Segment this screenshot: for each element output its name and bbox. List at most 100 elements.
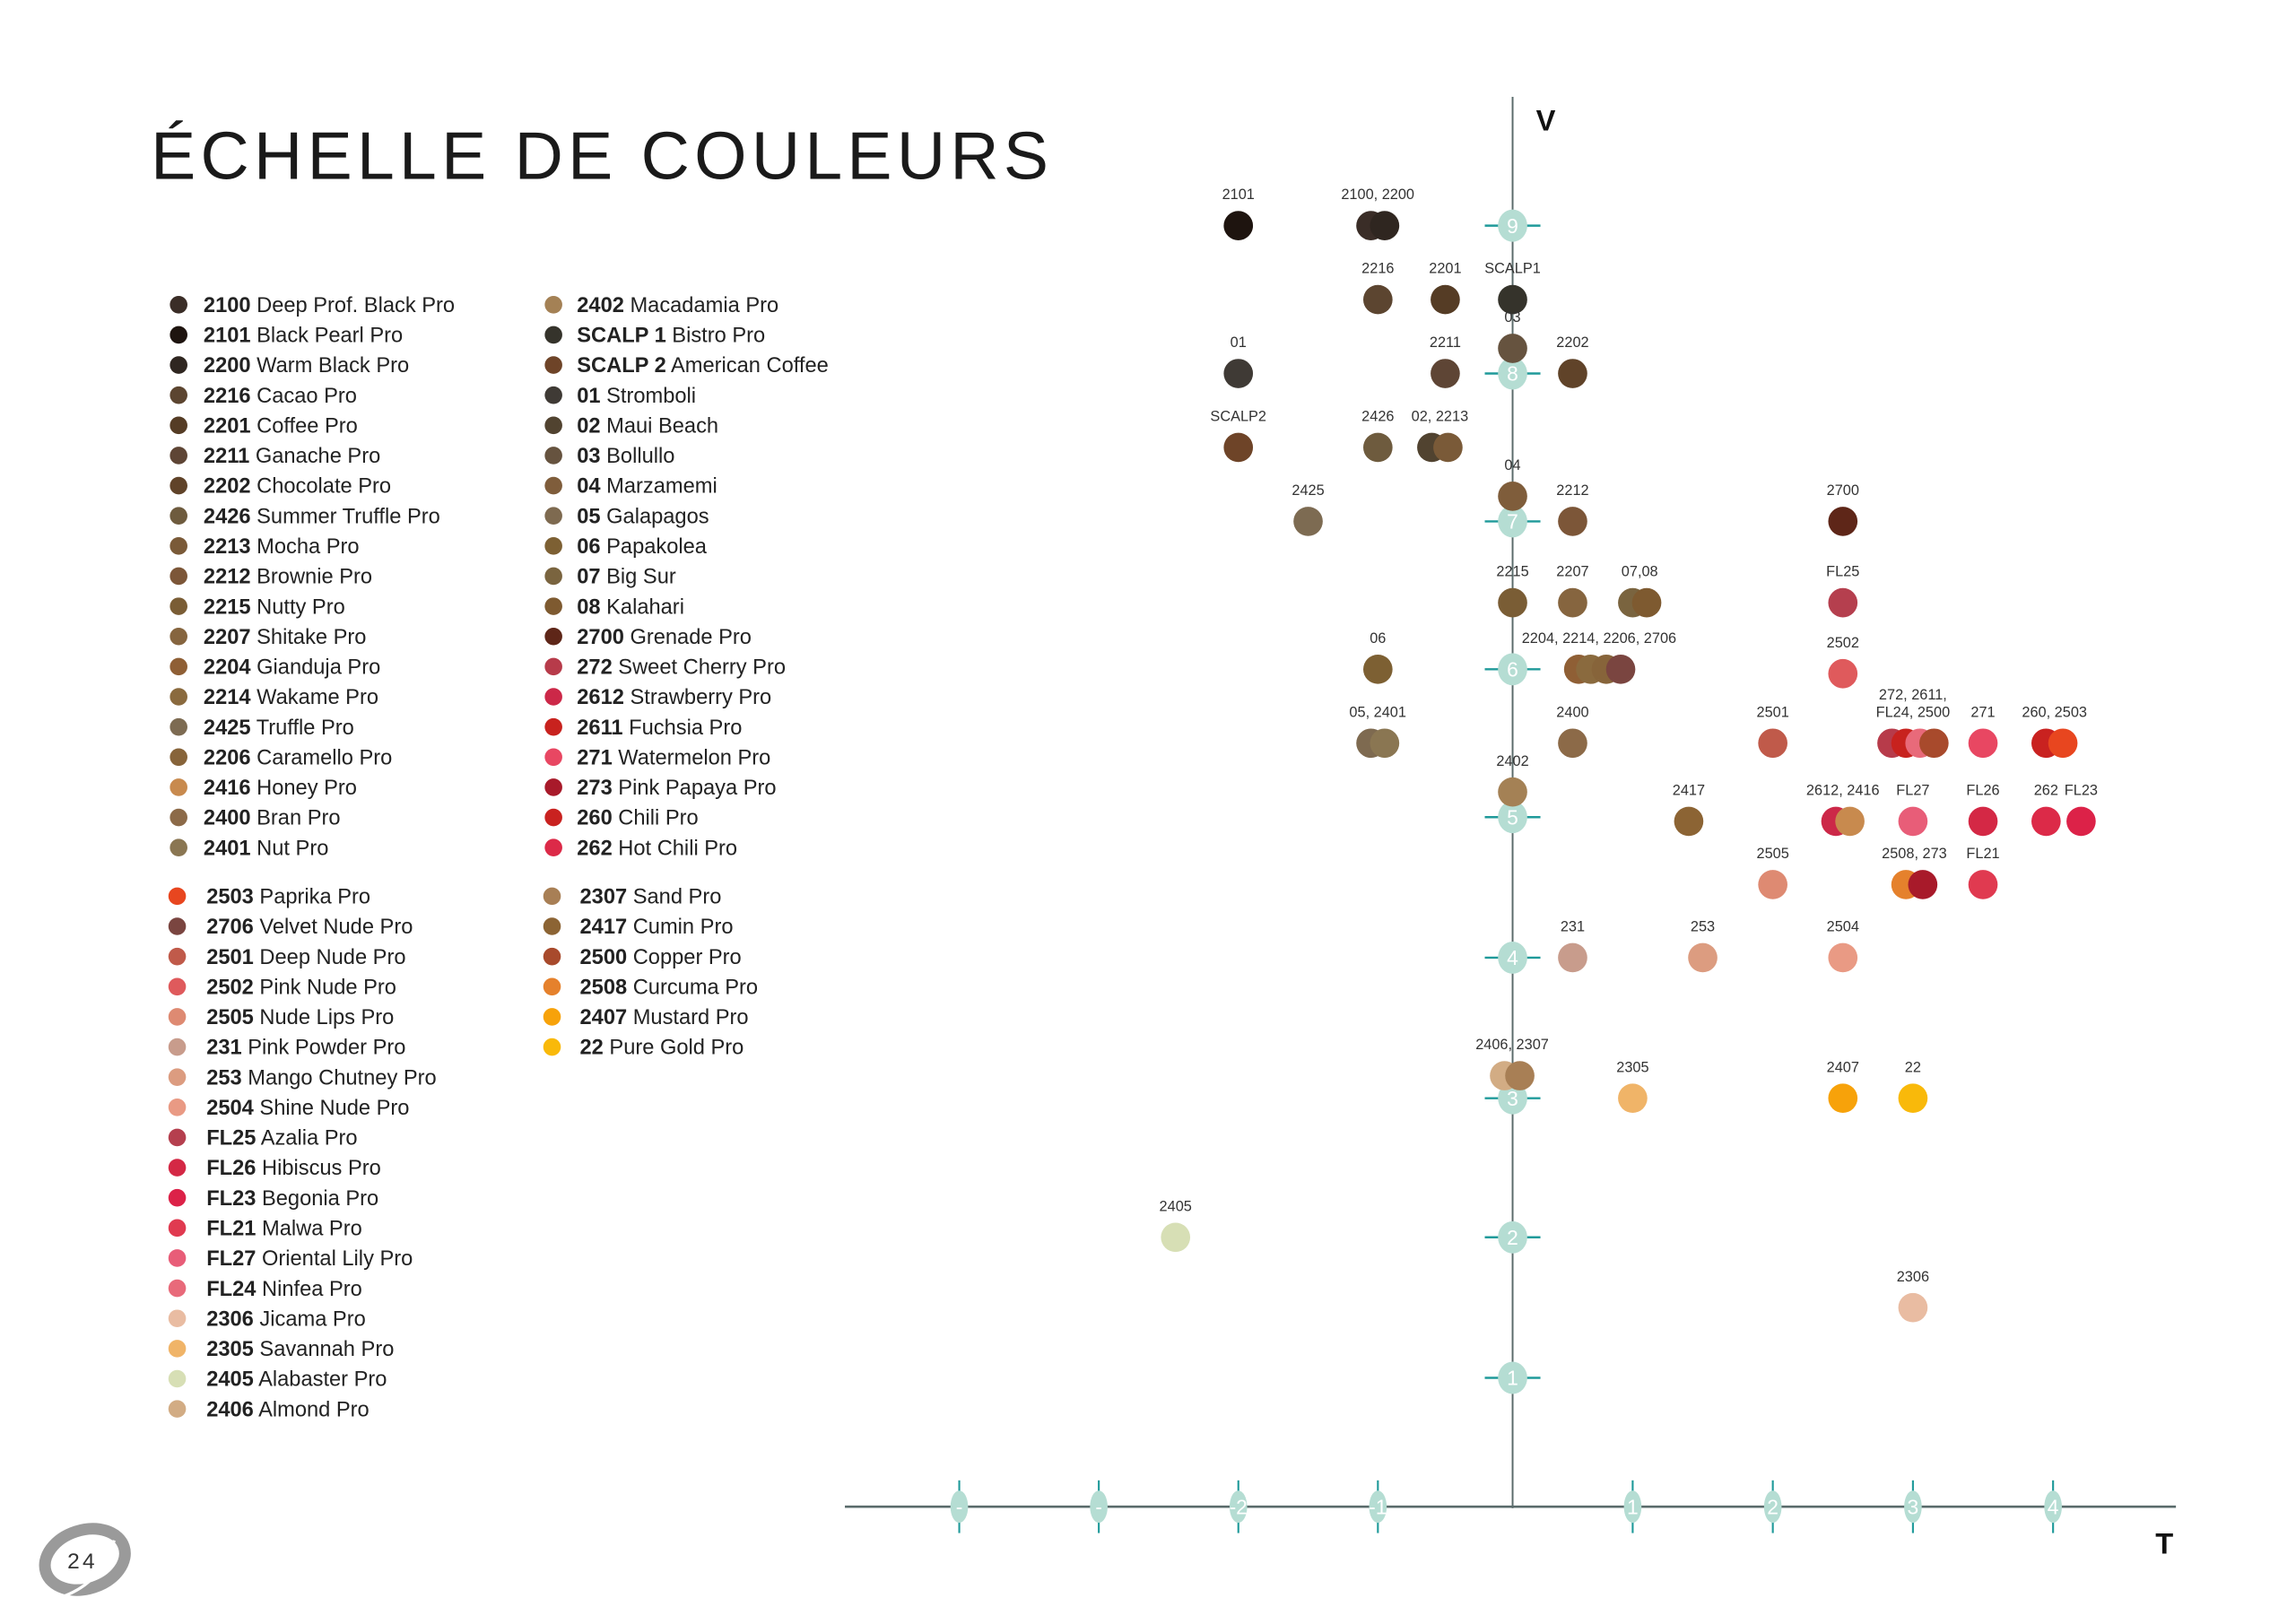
x-tick-badge bbox=[1369, 1490, 1387, 1524]
legend-code: 2501 bbox=[206, 946, 254, 969]
data-point bbox=[1293, 507, 1323, 536]
point-group: 2207 bbox=[1556, 564, 1589, 618]
data-point bbox=[1223, 211, 1254, 240]
x-tick-label: 1 bbox=[1627, 1495, 1639, 1518]
legend-label: 2505 Nude Lips Pro bbox=[206, 1006, 394, 1029]
legend-label: 2508 Curcuma Pro bbox=[580, 976, 759, 999]
point-group: FL26 bbox=[1966, 783, 2000, 837]
legend-name: Maui Beach bbox=[601, 414, 718, 438]
x-tick-label: -2 bbox=[1230, 1495, 1248, 1518]
y-tick: 8 bbox=[1484, 357, 1541, 390]
legend-name: Azalia Pro bbox=[256, 1127, 357, 1151]
legend-code: 2305 bbox=[206, 1338, 254, 1361]
y-tick-badge bbox=[1498, 941, 1527, 974]
data-point-label: 2508, 273 bbox=[1882, 846, 1947, 862]
legend-label: 2214 Wakame Pro bbox=[204, 686, 378, 709]
point-group: 04 bbox=[1498, 457, 1527, 511]
legend-code: 2407 bbox=[580, 1006, 628, 1029]
page-number-logo: 24 bbox=[39, 1523, 131, 1598]
data-point-label: 253 bbox=[1691, 919, 1715, 935]
color-swatch-icon bbox=[544, 717, 562, 736]
y-tick-badge bbox=[1498, 801, 1527, 834]
legend-code: 2307 bbox=[580, 886, 628, 909]
legend-item: 2612 Strawberry Pro bbox=[544, 686, 771, 709]
point-group: 2407 bbox=[1827, 1059, 1859, 1114]
legend-code: FL23 bbox=[206, 1187, 256, 1211]
point-group: FL21 bbox=[1966, 846, 2000, 899]
y-tick-badge bbox=[1498, 505, 1527, 538]
point-group: 271 bbox=[1968, 704, 1998, 759]
point-group: 260, 2503 bbox=[2022, 704, 2087, 759]
legend-label: 2406 Almond Pro bbox=[206, 1398, 370, 1421]
legend-name: Bollullo bbox=[601, 445, 675, 468]
legend-code: 2500 bbox=[580, 946, 628, 969]
point-group: 2417 bbox=[1673, 783, 1705, 837]
x-axis-title: T bbox=[2155, 1526, 2173, 1559]
legend-item: 2207 Shitake Pro bbox=[170, 626, 366, 649]
legend-item: 07 Big Sur bbox=[544, 566, 676, 589]
point-group: 22 bbox=[1898, 1059, 1928, 1114]
legend-code: 2406 bbox=[206, 1398, 254, 1421]
y-tick-badge bbox=[1498, 357, 1527, 390]
legend-name: Nut Pro bbox=[251, 837, 329, 860]
color-swatch-icon bbox=[544, 356, 562, 374]
data-point bbox=[1558, 587, 1587, 618]
legend-label: 2200 Warm Black Pro bbox=[204, 354, 409, 378]
color-swatch-icon bbox=[170, 717, 187, 736]
color-swatch-icon bbox=[168, 947, 187, 966]
legend-label: 04 Marzamemi bbox=[577, 475, 717, 499]
legend-name: Chili Pro bbox=[613, 807, 699, 830]
legend-code: 2204 bbox=[204, 656, 251, 680]
color-swatch-icon bbox=[168, 1099, 187, 1116]
legend-code: 2505 bbox=[206, 1006, 254, 1029]
legend-item: 05 Galapagos bbox=[544, 505, 709, 528]
legend-label: FL26 Hibiscus Pro bbox=[206, 1157, 381, 1180]
legend-name: Curcuma Pro bbox=[627, 976, 758, 999]
legend-code: SCALP 1 bbox=[577, 325, 665, 348]
legend-name: Ganache Pro bbox=[249, 445, 380, 468]
legend-label: 2402 Macadamia Pro bbox=[577, 294, 778, 317]
data-point bbox=[1758, 870, 1787, 899]
legend-code: 2700 bbox=[577, 626, 624, 649]
x-tick: - bbox=[950, 1480, 969, 1533]
legend-item: 08 Kalahari bbox=[544, 595, 684, 619]
color-swatch-icon bbox=[170, 447, 187, 465]
legend-name: Copper Pro bbox=[627, 946, 742, 969]
x-tick: 3 bbox=[1904, 1480, 1922, 1533]
color-swatch-icon bbox=[544, 386, 562, 404]
legend-label: FL27 Oriental Lily Pro bbox=[206, 1247, 413, 1271]
legend-name: Alabaster Pro bbox=[254, 1368, 387, 1392]
y-tick-label: 1 bbox=[1507, 1367, 1518, 1390]
legend-item: 2216 Cacao Pro bbox=[170, 385, 357, 408]
legend-code: 262 bbox=[577, 837, 612, 860]
color-swatch-icon bbox=[170, 657, 187, 676]
data-point bbox=[1505, 1061, 1535, 1090]
legend-name: Deep Prof. Black Pro bbox=[251, 294, 455, 317]
data-point bbox=[1558, 359, 1587, 388]
data-point-label: 271 bbox=[1970, 704, 1995, 720]
legend-name: Galapagos bbox=[601, 505, 709, 528]
legend-item: 271 Watermelon Pro bbox=[544, 746, 770, 769]
legend-code: 2502 bbox=[206, 976, 254, 999]
legend-item: 2402 Macadamia Pro bbox=[544, 294, 778, 317]
point-group: 03 bbox=[1498, 309, 1527, 363]
color-swatch-icon bbox=[170, 567, 187, 586]
point-group: 2505 bbox=[1757, 846, 1789, 899]
point-group: 262 bbox=[2031, 783, 2061, 837]
legend-name: Paprika Pro bbox=[254, 886, 370, 909]
legend-code: 2612 bbox=[577, 686, 624, 709]
color-swatch-icon bbox=[544, 295, 562, 314]
color-swatch-icon bbox=[168, 1369, 187, 1388]
legend-name: Begonia Pro bbox=[256, 1187, 378, 1211]
color-swatch-icon bbox=[543, 1008, 561, 1026]
legend-item: FL24 Ninfea Pro bbox=[168, 1278, 362, 1301]
color-swatch-icon bbox=[170, 597, 187, 615]
data-point-label: 2505 bbox=[1757, 846, 1789, 862]
legend-item: 231 Pink Powder Pro bbox=[168, 1037, 405, 1060]
data-point bbox=[1363, 432, 1393, 463]
x-tick-label: -1 bbox=[1369, 1495, 1387, 1518]
legend-code: 02 bbox=[577, 414, 600, 438]
legend-name: Sand Pro bbox=[627, 886, 721, 909]
color-swatch-icon bbox=[170, 748, 187, 767]
legend-item: 04 Marzamemi bbox=[544, 475, 718, 499]
